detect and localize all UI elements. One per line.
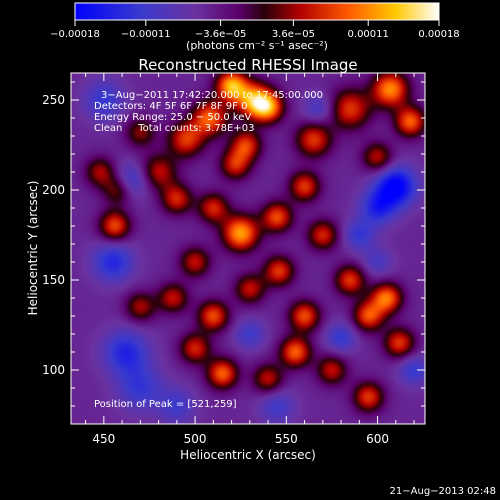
x-tick-label: 450	[92, 432, 115, 446]
annotation-counts: Clean Total counts: 3.78E+03	[94, 123, 254, 134]
x-tick-label: 500	[184, 432, 207, 446]
colorbar-tick-label: 0.00011	[348, 29, 389, 40]
axis-ticks: 450 500 550 600 100 150 200 250	[42, 73, 425, 446]
annotation-time: 3−Aug−2011 17:42:20.000 to 17:45:00.000	[101, 90, 323, 101]
heatmap-area	[71, 73, 425, 424]
x-axis-label: Heliocentric X (arcsec)	[180, 448, 316, 462]
colorbar-tick-label: −3.6e−05	[195, 29, 247, 40]
x-tick-label: 550	[275, 432, 298, 446]
y-tick-label: 200	[42, 183, 65, 197]
colorbar-ticks: −0.00018 −0.00011 −3.6e−05 3.6e−05 0.00011 0.…	[50, 20, 460, 40]
colorbar	[74, 2, 440, 21]
colorbar-tick-label: 0.00018	[418, 29, 459, 40]
timestamp: 21−Aug−2013 02:48	[390, 486, 496, 497]
annotation-block: 3−Aug−2011 17:42:20.000 to 17:45:00.000 …	[94, 90, 323, 134]
x-tick-label: 600	[366, 432, 389, 446]
chart-title: Reconstructed RHESSI Image	[138, 56, 357, 74]
y-axis-label: Heliocentric Y (arcsec)	[26, 181, 40, 316]
colorbar-tick-label: −0.00018	[50, 29, 100, 40]
annotation-energy: Energy Range: 25.0 − 50.0 keV	[94, 112, 251, 123]
y-tick-label: 100	[42, 363, 65, 377]
annotation-detectors: Detectors: 4F 5F 6F 7F 8F 9F 0	[94, 101, 247, 112]
plot-frame	[70, 72, 426, 425]
colorbar-tick-label: 3.6e−05	[272, 29, 315, 40]
colorbar-tick-label: −0.00011	[121, 29, 171, 40]
y-tick-label: 150	[42, 273, 65, 287]
peak-position-label: Position of Peak = [521,259]	[94, 399, 237, 410]
colorbar-units: (photons cm⁻² s⁻¹ asec⁻²)	[186, 39, 328, 52]
y-tick-label: 250	[42, 93, 65, 107]
heatmap-image	[71, 73, 425, 424]
